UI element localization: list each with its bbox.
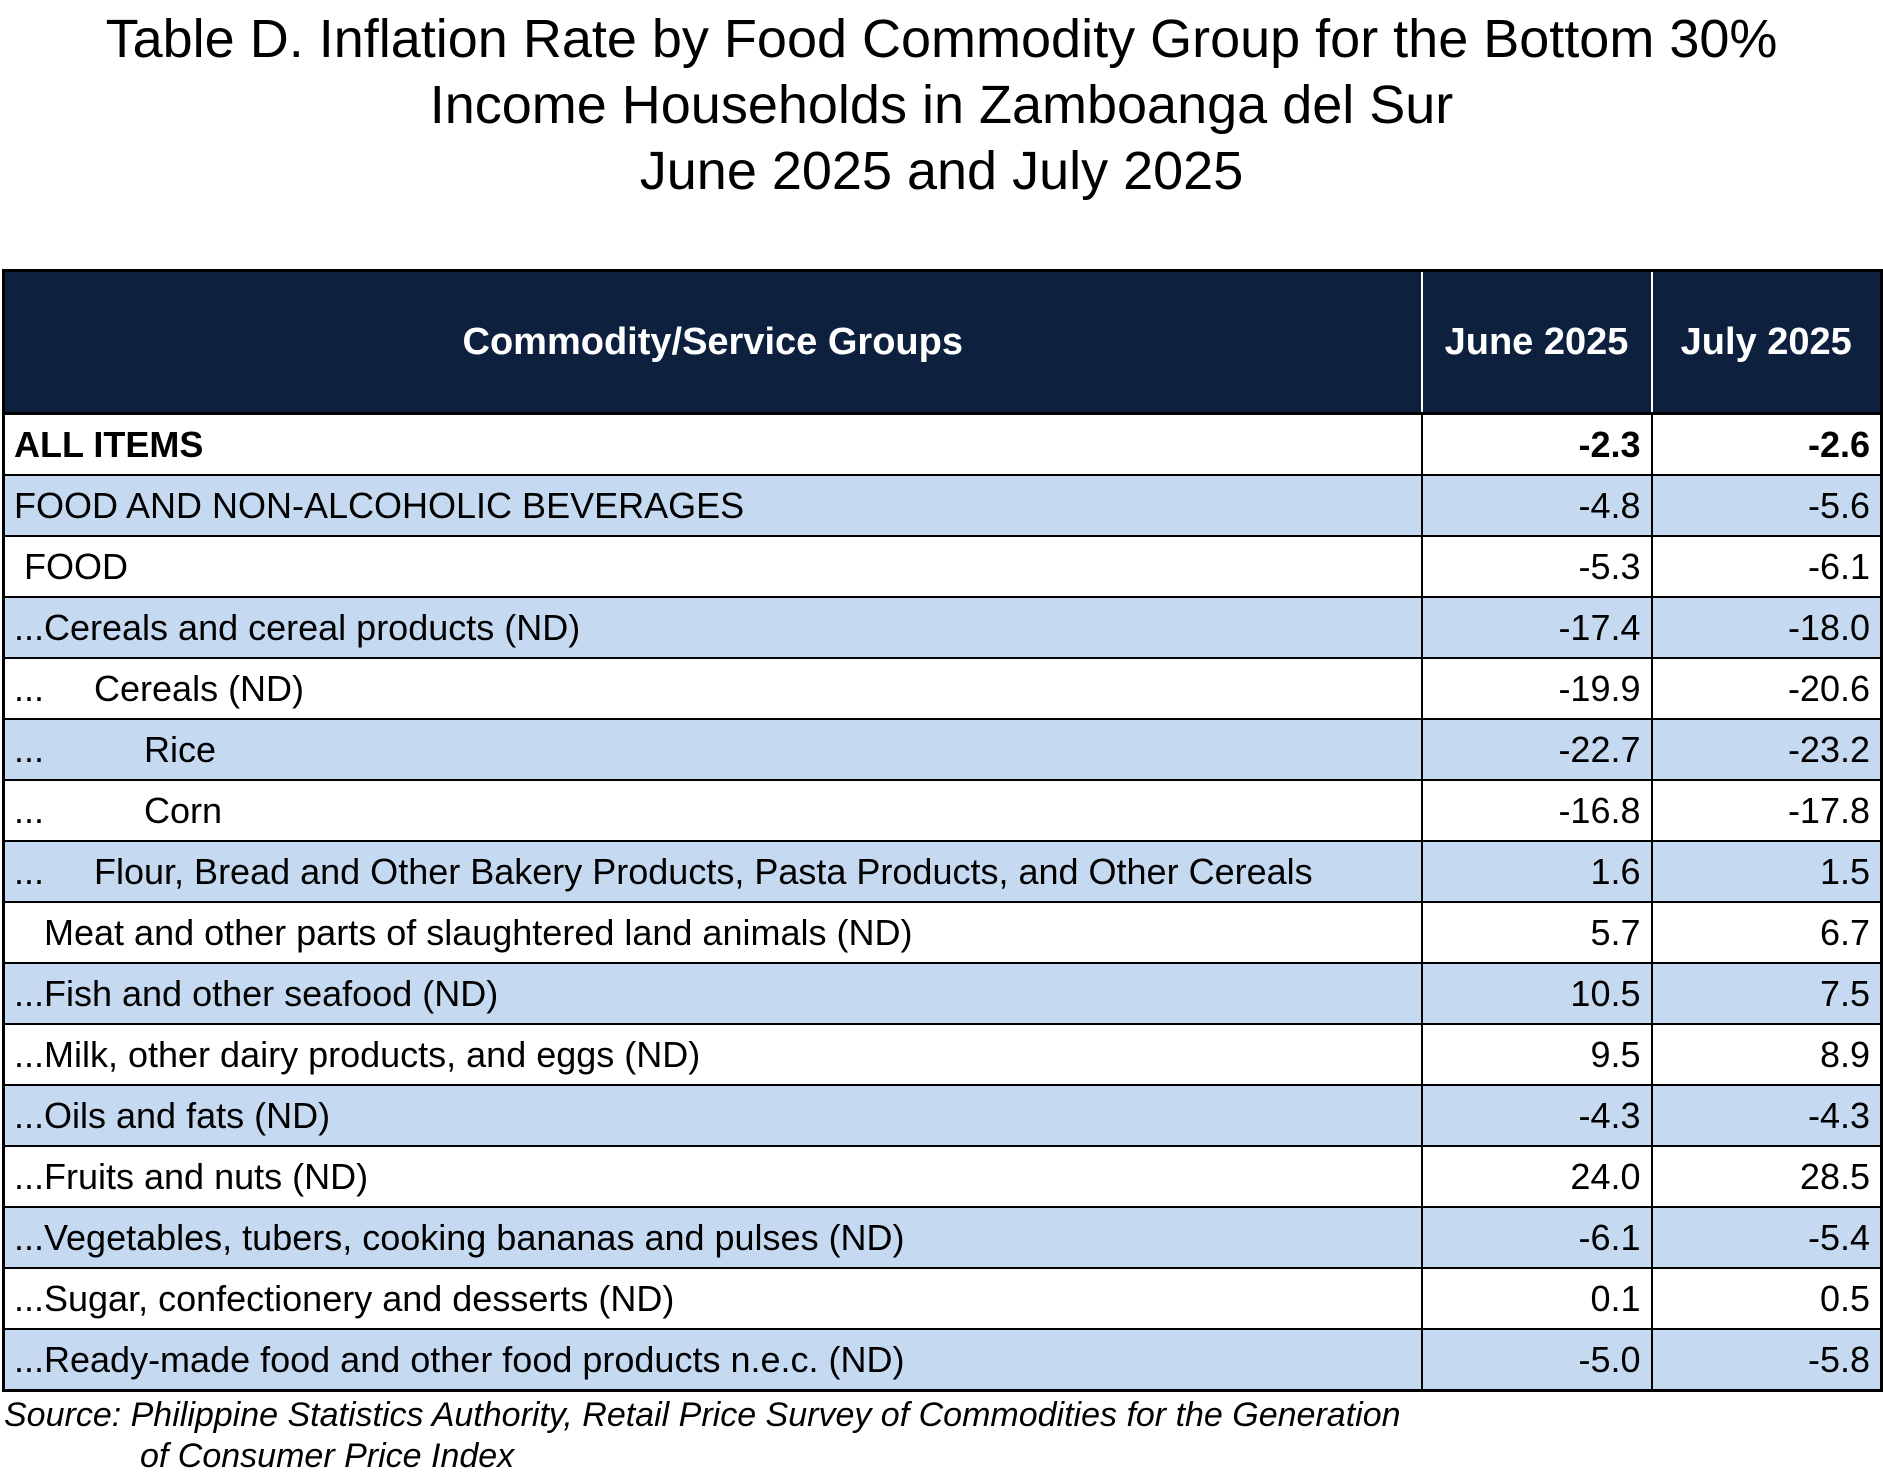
july-value: -2.6 bbox=[1650, 412, 1883, 476]
row-label: ...Milk, other dairy products, and eggs … bbox=[2, 1023, 1423, 1086]
june-value: 5.7 bbox=[1420, 901, 1653, 964]
table-row: ...Fish and other seafood (ND) 10.5 7.5 bbox=[2, 962, 1883, 1025]
table-row: ...Sugar, confectionery and desserts (ND… bbox=[2, 1267, 1883, 1330]
july-value: 28.5 bbox=[1650, 1145, 1883, 1208]
row-label: ...Cereals and cereal products (ND) bbox=[2, 596, 1423, 659]
table-row: ...Milk, other dairy products, and eggs … bbox=[2, 1023, 1883, 1086]
june-value: 10.5 bbox=[1420, 962, 1653, 1025]
table-row: ...Oils and fats (ND) -4.3 -4.3 bbox=[2, 1084, 1883, 1147]
table-row: Meat and other parts of slaughtered land… bbox=[2, 901, 1883, 964]
july-value: 1.5 bbox=[1650, 840, 1883, 903]
row-label: ...Ready-made food and other food produc… bbox=[2, 1328, 1423, 1392]
june-value: -4.3 bbox=[1420, 1084, 1653, 1147]
row-label: ... Cereals (ND) bbox=[2, 657, 1423, 720]
row-label: ...Vegetables, tubers, cooking bananas a… bbox=[2, 1206, 1423, 1269]
june-value: -17.4 bbox=[1420, 596, 1653, 659]
june-value: 0.1 bbox=[1420, 1267, 1653, 1330]
july-value: -4.3 bbox=[1650, 1084, 1883, 1147]
july-value: 7.5 bbox=[1650, 962, 1883, 1025]
july-value: -5.6 bbox=[1650, 474, 1883, 537]
table-row: FOOD -5.3 -6.1 bbox=[2, 535, 1883, 598]
june-value: -16.8 bbox=[1420, 779, 1653, 842]
row-label: FOOD bbox=[2, 535, 1423, 598]
table-row: FOOD AND NON-ALCOHOLIC BEVERAGES -4.8 -5… bbox=[2, 474, 1883, 537]
row-label: ...Fruits and nuts (ND) bbox=[2, 1145, 1423, 1208]
table-row: ...Ready-made food and other food produc… bbox=[2, 1328, 1883, 1392]
inflation-table: Commodity/Service Groups June 2025 July … bbox=[2, 269, 1883, 1392]
row-label: ... Corn bbox=[2, 779, 1423, 842]
july-value: -20.6 bbox=[1650, 657, 1883, 720]
column-header-commodity: Commodity/Service Groups bbox=[2, 269, 1423, 415]
source-note: Source: Philippine Statistics Authority,… bbox=[4, 1395, 1401, 1477]
june-value: -2.3 bbox=[1420, 412, 1653, 476]
july-value: -18.0 bbox=[1650, 596, 1883, 659]
table-row: ...Cereals and cereal products (ND) -17.… bbox=[2, 596, 1883, 659]
june-value: -19.9 bbox=[1420, 657, 1653, 720]
table-row: ... Rice -22.7 -23.2 bbox=[2, 718, 1883, 781]
july-value: 8.9 bbox=[1650, 1023, 1883, 1086]
title-line-2: Income Households in Zamboanga del Sur bbox=[429, 75, 1454, 135]
source-line-2: of Consumer Price Index bbox=[140, 1437, 515, 1475]
table-row: ALL ITEMS -2.3 -2.6 bbox=[2, 412, 1883, 476]
row-label: Meat and other parts of slaughtered land… bbox=[2, 901, 1423, 964]
row-label: ALL ITEMS bbox=[2, 412, 1423, 476]
june-value: -6.1 bbox=[1420, 1206, 1653, 1269]
june-value: -5.0 bbox=[1420, 1328, 1653, 1392]
july-value: -23.2 bbox=[1650, 718, 1883, 781]
table-row: ... Corn -16.8 -17.8 bbox=[2, 779, 1883, 842]
july-value: -5.4 bbox=[1650, 1206, 1883, 1269]
july-value: -6.1 bbox=[1650, 535, 1883, 598]
june-value: -22.7 bbox=[1420, 718, 1653, 781]
july-value: -17.8 bbox=[1650, 779, 1883, 842]
june-value: 9.5 bbox=[1420, 1023, 1653, 1086]
title-line-3: June 2025 and July 2025 bbox=[639, 141, 1244, 201]
table-row: ...Vegetables, tubers, cooking bananas a… bbox=[2, 1206, 1883, 1269]
column-header-june: June 2025 bbox=[1420, 269, 1653, 415]
row-label: ...Fish and other seafood (ND) bbox=[2, 962, 1423, 1025]
table-row: ... Cereals (ND) -19.9 -20.6 bbox=[2, 657, 1883, 720]
june-value: 1.6 bbox=[1420, 840, 1653, 903]
source-line-1: Source: Philippine Statistics Authority,… bbox=[4, 1396, 1401, 1434]
column-header-july: July 2025 bbox=[1650, 269, 1883, 415]
row-label: ...Oils and fats (ND) bbox=[2, 1084, 1423, 1147]
row-label: ...Sugar, confectionery and desserts (ND… bbox=[2, 1267, 1423, 1330]
title-line-1: Table D. Inflation Rate by Food Commodit… bbox=[105, 9, 1778, 69]
row-label: ... Rice bbox=[2, 718, 1423, 781]
row-label: FOOD AND NON-ALCOHOLIC BEVERAGES bbox=[2, 474, 1423, 537]
row-label: ... Flour, Bread and Other Bakery Produc… bbox=[2, 840, 1423, 903]
header-row: Commodity/Service Groups June 2025 July … bbox=[2, 269, 1883, 415]
june-value: -5.3 bbox=[1420, 535, 1653, 598]
table-title: Table D. Inflation Rate by Food Commodit… bbox=[0, 6, 1883, 204]
june-value: 24.0 bbox=[1420, 1145, 1653, 1208]
july-value: 0.5 bbox=[1650, 1267, 1883, 1330]
table-row: ...Fruits and nuts (ND) 24.0 28.5 bbox=[2, 1145, 1883, 1208]
july-value: 6.7 bbox=[1650, 901, 1883, 964]
table-row: ... Flour, Bread and Other Bakery Produc… bbox=[2, 840, 1883, 903]
july-value: -5.8 bbox=[1650, 1328, 1883, 1392]
june-value: -4.8 bbox=[1420, 474, 1653, 537]
